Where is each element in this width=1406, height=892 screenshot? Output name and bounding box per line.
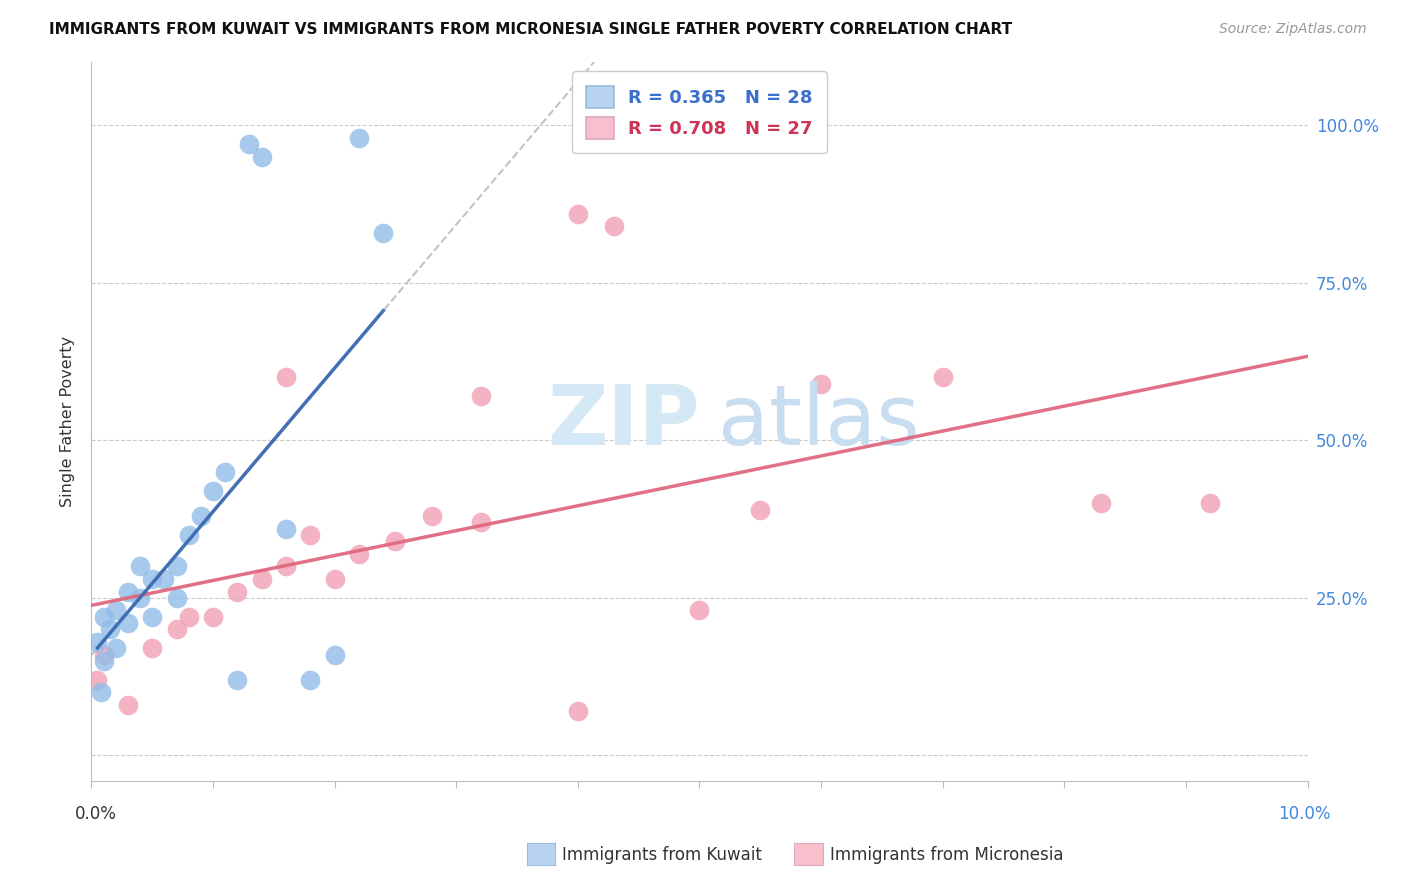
Point bbox=[420, 508, 443, 523]
Point bbox=[93, 654, 115, 668]
Text: atlas: atlas bbox=[717, 381, 920, 462]
Point bbox=[323, 648, 346, 662]
Point bbox=[90, 685, 112, 699]
Text: ZIP: ZIP bbox=[547, 381, 699, 462]
Point bbox=[117, 698, 139, 712]
Point bbox=[274, 522, 297, 536]
Point bbox=[1090, 496, 1112, 510]
Point bbox=[190, 508, 212, 523]
Point bbox=[129, 591, 152, 605]
Point bbox=[93, 648, 115, 662]
Point bbox=[86, 635, 108, 649]
Point bbox=[117, 615, 139, 630]
Point bbox=[274, 370, 297, 384]
Point bbox=[117, 584, 139, 599]
Point bbox=[226, 673, 249, 687]
Point bbox=[226, 584, 249, 599]
Point bbox=[98, 623, 121, 637]
Text: Immigrants from Micronesia: Immigrants from Micronesia bbox=[830, 846, 1063, 863]
Point bbox=[299, 673, 322, 687]
Point bbox=[166, 623, 188, 637]
Point bbox=[810, 376, 832, 391]
Point bbox=[238, 137, 260, 152]
Point bbox=[688, 603, 710, 617]
Point bbox=[153, 572, 176, 586]
Point bbox=[177, 609, 200, 624]
Point bbox=[141, 572, 163, 586]
Point bbox=[214, 465, 236, 479]
Point bbox=[129, 559, 152, 574]
Point bbox=[250, 572, 273, 586]
Legend: R = 0.365   N = 28, R = 0.708   N = 27: R = 0.365 N = 28, R = 0.708 N = 27 bbox=[572, 71, 827, 153]
Point bbox=[141, 609, 163, 624]
Point bbox=[274, 559, 297, 574]
Point bbox=[202, 483, 225, 498]
Point bbox=[347, 131, 370, 145]
Point bbox=[373, 226, 395, 240]
Point bbox=[470, 389, 492, 403]
Point bbox=[323, 572, 346, 586]
Point bbox=[299, 528, 322, 542]
Text: Immigrants from Kuwait: Immigrants from Kuwait bbox=[562, 846, 762, 863]
Point bbox=[166, 591, 188, 605]
Point bbox=[749, 502, 772, 516]
Point bbox=[384, 534, 406, 549]
Text: Source: ZipAtlas.com: Source: ZipAtlas.com bbox=[1219, 22, 1367, 37]
Point bbox=[250, 150, 273, 164]
Text: IMMIGRANTS FROM KUWAIT VS IMMIGRANTS FROM MICRONESIA SINGLE FATHER POVERTY CORRE: IMMIGRANTS FROM KUWAIT VS IMMIGRANTS FRO… bbox=[49, 22, 1012, 37]
Point bbox=[202, 609, 225, 624]
Point bbox=[567, 704, 589, 718]
Point bbox=[567, 206, 589, 220]
Point bbox=[104, 603, 127, 617]
Text: 10.0%: 10.0% bbox=[1278, 805, 1331, 822]
Point bbox=[1199, 496, 1222, 510]
Point bbox=[470, 515, 492, 529]
Text: 0.0%: 0.0% bbox=[75, 805, 117, 822]
Point bbox=[86, 673, 108, 687]
Point bbox=[141, 641, 163, 656]
Point bbox=[603, 219, 626, 234]
Point bbox=[177, 528, 200, 542]
Y-axis label: Single Father Poverty: Single Father Poverty bbox=[60, 336, 76, 507]
Point bbox=[931, 370, 953, 384]
Point bbox=[347, 547, 370, 561]
Point bbox=[166, 559, 188, 574]
Point bbox=[104, 641, 127, 656]
Point bbox=[93, 609, 115, 624]
